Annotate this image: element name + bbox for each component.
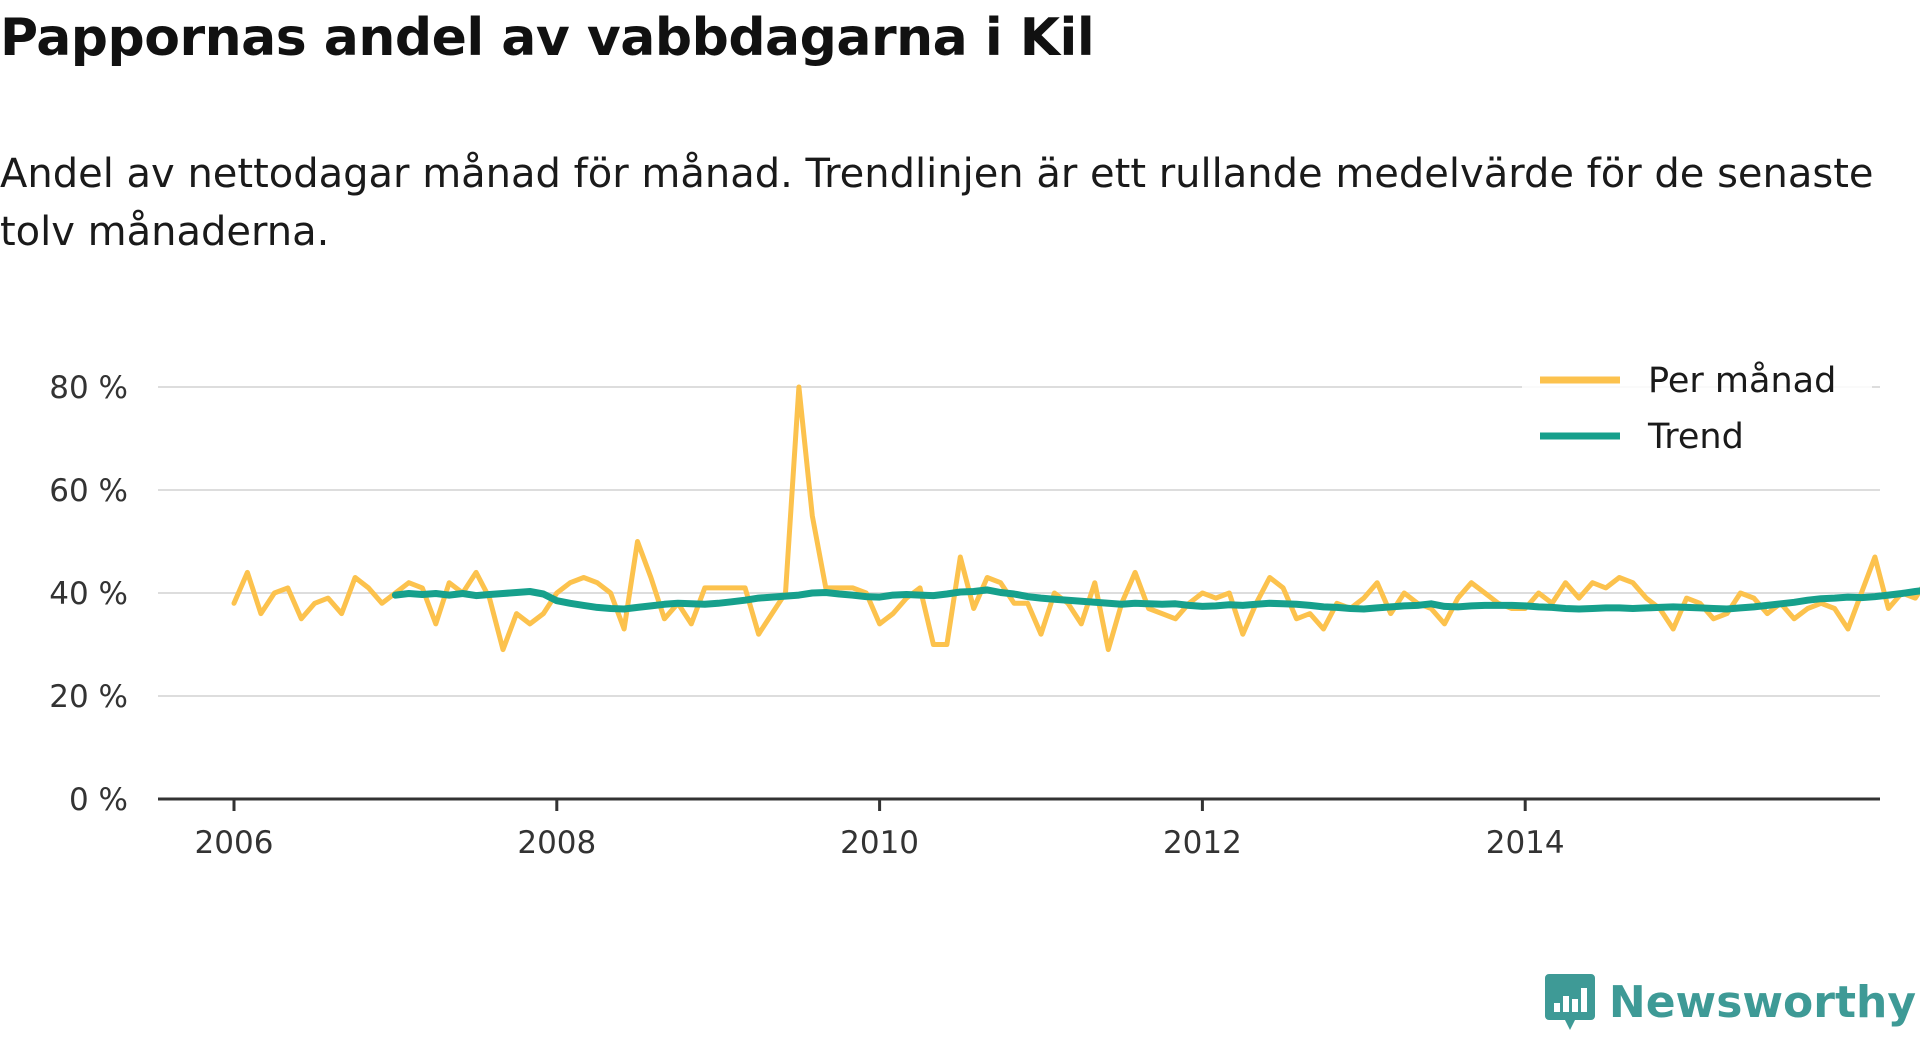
legend-label-per-manad: Per månad [1648, 360, 1836, 401]
legend-background [1522, 350, 1872, 460]
newsworthy-logo[interactable]: Newsworthy [1544, 974, 1916, 1030]
x-tick-label: 2008 [517, 825, 596, 861]
series-line-trend [391, 586, 1920, 613]
newsworthy-logo-icon [1544, 974, 1595, 1030]
y-tick-label: 20 % [49, 679, 128, 715]
y-tick-label: 0 % [69, 782, 128, 818]
legend-label-trend: Trend [1647, 417, 1744, 457]
x-tick-label: 2012 [1163, 825, 1242, 861]
newsworthy-logo-text: Newsworthy [1608, 976, 1916, 1028]
x-tick-label: 2010 [840, 825, 919, 861]
chart-title: Pappornas andel av vabbdagarna i Kil [0, 8, 1095, 68]
x-axis-ticks: 2006200820102012201420172019202120232025 [195, 799, 1565, 861]
legend: Per månad Trend [1522, 350, 1872, 460]
y-tick-label: 60 % [49, 473, 128, 509]
y-axis-ticks: 0 % 20 % 40 % 60 % 80 % [49, 370, 128, 818]
y-tick-label: 40 % [49, 576, 128, 612]
series-lines [231, 384, 1920, 653]
y-tick-label: 80 % [49, 370, 128, 406]
x-tick-label: 2006 [195, 825, 274, 861]
chart-subtitle: Andel av nettodagar månad för månad. Tre… [0, 151, 1874, 253]
x-tick-label: 2014 [1486, 825, 1565, 861]
